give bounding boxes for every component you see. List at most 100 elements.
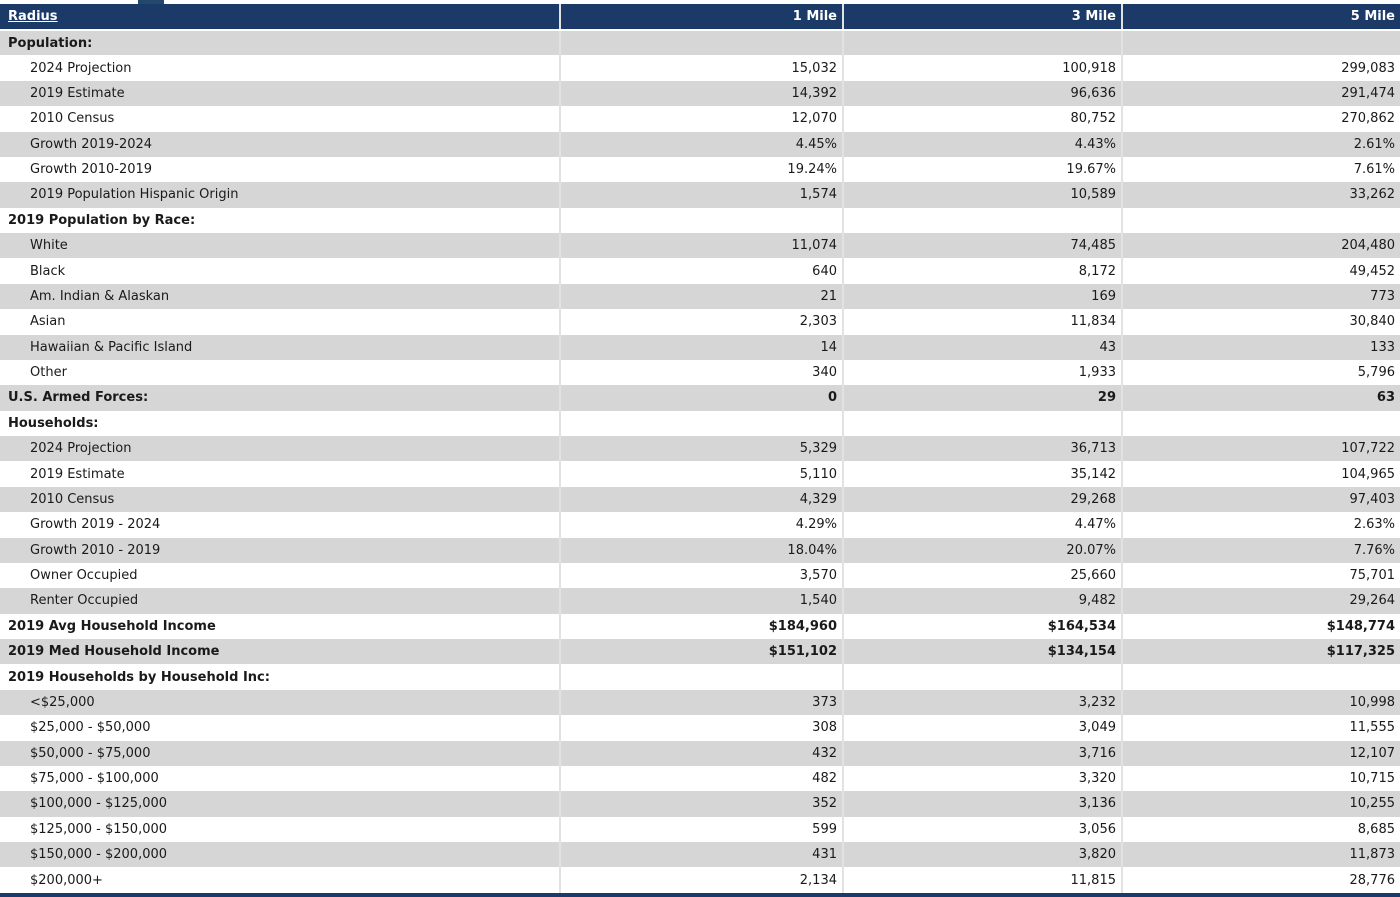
table-row: 2024 Projection 15,032 100,918 299,083 bbox=[0, 55, 1400, 81]
cell-value: 18.04% bbox=[559, 537, 843, 563]
cell-value: 97,403 bbox=[1121, 486, 1400, 513]
cell-value: 100,918 bbox=[842, 55, 1122, 81]
row-label: $125,000 - $150,000 bbox=[30, 821, 168, 837]
cell-value: 11,834 bbox=[842, 309, 1122, 335]
cell-value: 10,589 bbox=[842, 182, 1122, 208]
table-row: $75,000 - $100,000 482 3,320 10,715 bbox=[0, 765, 1400, 792]
cell-value bbox=[1121, 410, 1400, 436]
row-label: Black bbox=[30, 263, 66, 279]
cell-value: 431 bbox=[559, 842, 843, 868]
cell-value: 11,873 bbox=[1121, 842, 1400, 868]
table-row: $25,000 - $50,000 308 3,049 11,555 bbox=[0, 715, 1400, 741]
row-label: 2019 Estimate bbox=[30, 466, 125, 482]
cell-value: 3,320 bbox=[842, 765, 1122, 792]
table-row: 2010 Census 12,070 80,752 270,862 bbox=[0, 106, 1400, 132]
table-row: 2019 Avg Household Income $184,960 $164,53… bbox=[0, 613, 1400, 639]
table-row: Hawaiian & Pacific Island 14 43 133 bbox=[0, 334, 1400, 360]
cell-value: 599 bbox=[559, 816, 843, 842]
row-label: $150,000 - $200,000 bbox=[30, 847, 168, 863]
cell-value: $134,154 bbox=[842, 639, 1122, 665]
column-header-radius[interactable]: Radius bbox=[0, 4, 560, 31]
cell-value: 21 bbox=[559, 283, 843, 310]
row-label: 2019 Households by Household Inc: bbox=[8, 669, 270, 685]
row-label: Hawaiian & Pacific Island bbox=[30, 339, 193, 355]
cell-value: 8,172 bbox=[842, 258, 1122, 284]
cell-value: $117,325 bbox=[1121, 639, 1400, 665]
table-row: 2019 Population Hispanic Origin 1,574 10,5… bbox=[0, 182, 1400, 208]
table-row: $125,000 - $150,000 599 3,056 8,685 bbox=[0, 816, 1400, 842]
cell-value: 63 bbox=[1121, 385, 1400, 411]
row-label: U.S. Armed Forces: bbox=[8, 390, 149, 406]
table-row: White 11,074 74,485 204,480 bbox=[0, 233, 1400, 259]
cell-value: 2.63% bbox=[1121, 512, 1400, 538]
table-row: <$25,000 373 3,232 10,998 bbox=[0, 689, 1400, 716]
cell-value bbox=[559, 207, 843, 233]
row-label: $75,000 - $100,000 bbox=[30, 771, 159, 787]
radius-sort-link[interactable]: Radius bbox=[8, 9, 58, 24]
cell-value: 1,540 bbox=[559, 588, 843, 614]
cell-value: 11,555 bbox=[1121, 715, 1400, 741]
cell-value: 5,110 bbox=[559, 461, 843, 487]
table-row: Growth 2010 - 2019 18.04% 20.07% 7.76% bbox=[0, 537, 1400, 563]
cell-value: 12,070 bbox=[559, 106, 843, 132]
cell-value: 75,701 bbox=[1121, 562, 1400, 589]
table-row: Asian 2,303 11,834 30,840 bbox=[0, 309, 1400, 335]
cell-value bbox=[842, 410, 1122, 436]
cell-value bbox=[842, 30, 1122, 56]
cell-value: 96,636 bbox=[842, 80, 1122, 107]
cell-value: 3,820 bbox=[842, 842, 1122, 868]
cell-value: 7.61% bbox=[1121, 156, 1400, 183]
row-label: Asian bbox=[30, 314, 66, 330]
cell-value: 5,796 bbox=[1121, 359, 1400, 386]
row-label: Owner Occupied bbox=[30, 568, 138, 584]
cell-value: 104,965 bbox=[1121, 461, 1400, 487]
cell-value: 12,107 bbox=[1121, 740, 1400, 766]
row-label: Growth 2019 - 2024 bbox=[30, 517, 161, 533]
cell-value: 3,232 bbox=[842, 689, 1122, 716]
cell-value: 35,142 bbox=[842, 461, 1122, 487]
cell-value: 80,752 bbox=[842, 106, 1122, 132]
cell-value: 11,815 bbox=[842, 867, 1122, 893]
cell-value: 4.47% bbox=[842, 512, 1122, 538]
cell-value: 373 bbox=[559, 689, 843, 716]
cell-value: 33,262 bbox=[1121, 182, 1400, 208]
table-row: 2019 Households by Household Inc: bbox=[0, 664, 1400, 690]
cell-value: 4.43% bbox=[842, 131, 1122, 157]
table-row: Growth 2019 - 2024 4.29% 4.47% 2.63% bbox=[0, 512, 1400, 538]
cell-value: 49,452 bbox=[1121, 258, 1400, 284]
cell-value: $148,774 bbox=[1121, 613, 1400, 639]
cell-value: 43 bbox=[842, 334, 1122, 360]
column-header-5-mile: 5 Mile bbox=[1121, 4, 1400, 31]
cell-value: 640 bbox=[559, 258, 843, 284]
cell-value: 4.45% bbox=[559, 131, 843, 157]
table-row: 2010 Census 4,329 29,268 97,403 bbox=[0, 486, 1400, 513]
top-tab-artifact bbox=[138, 0, 164, 4]
cell-value: 19.67% bbox=[842, 156, 1122, 183]
row-label: Am. Indian & Alaskan bbox=[30, 288, 170, 304]
table-row: 2024 Projection 5,329 36,713 107,722 bbox=[0, 436, 1400, 462]
row-label: Population: bbox=[8, 35, 93, 51]
cell-value: 3,049 bbox=[842, 715, 1122, 741]
cell-value: 2.61% bbox=[1121, 131, 1400, 157]
table-row: $200,000+ 2,134 11,815 28,776 bbox=[0, 867, 1400, 893]
row-label: 2019 Population by Race: bbox=[8, 212, 196, 228]
row-label: 2010 Census bbox=[30, 491, 115, 507]
cell-value: 5,329 bbox=[559, 436, 843, 462]
table-row: $150,000 - $200,000 431 3,820 11,873 bbox=[0, 842, 1400, 868]
cell-value: 3,716 bbox=[842, 740, 1122, 766]
cell-value: $184,960 bbox=[559, 613, 843, 639]
cell-value: 2,134 bbox=[559, 867, 843, 893]
cell-value: 1,574 bbox=[559, 182, 843, 208]
cell-value: 299,083 bbox=[1121, 55, 1400, 81]
row-label: Renter Occupied bbox=[30, 593, 139, 609]
cell-value: 133 bbox=[1121, 334, 1400, 360]
cell-value: 773 bbox=[1121, 283, 1400, 310]
cell-value: 1,933 bbox=[842, 359, 1122, 386]
cell-value: 340 bbox=[559, 359, 843, 386]
cell-value: $151,102 bbox=[559, 639, 843, 665]
row-label: Growth 2010 - 2019 bbox=[30, 542, 161, 558]
row-label: Other bbox=[30, 365, 67, 381]
cell-value: 30,840 bbox=[1121, 309, 1400, 335]
cell-value: 0 bbox=[559, 385, 843, 411]
table-row: 2019 Med Household Income $151,102 $134,15… bbox=[0, 639, 1400, 665]
